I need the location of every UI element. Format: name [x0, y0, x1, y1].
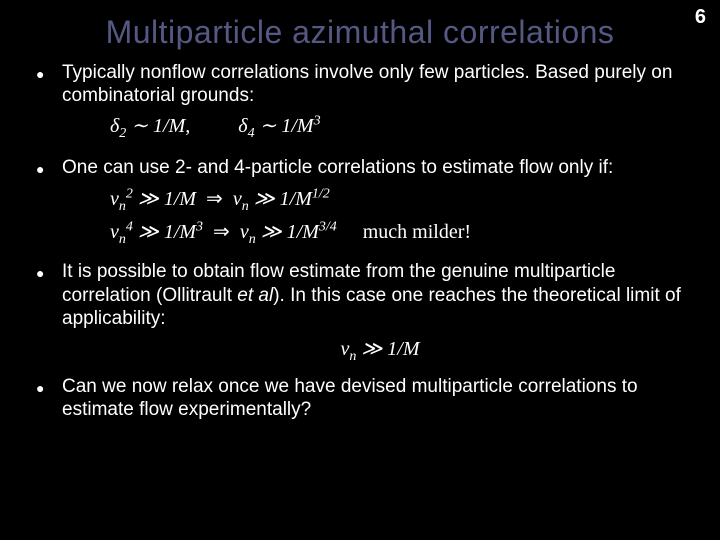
bullet-text: Typically nonflow correlations involve o… [62, 61, 684, 107]
bullet-item-4: ● Can we now relax once we have devised … [36, 375, 684, 421]
bullet-marker: ● [36, 156, 62, 180]
formula-2: vn2 ≫ 1/M⇒vn ≫ 1/M1/2 vn4 ≫ 1/M3⇒vn ≫ 1/… [36, 186, 684, 248]
formula-2-line-2: vn4 ≫ 1/M3⇒vn ≫ 1/M3/4much milder! [110, 219, 684, 248]
bullet-item-1: ● Typically nonflow correlations involve… [36, 61, 684, 107]
bullet-text: It is possible to obtain flow estimate f… [62, 260, 684, 330]
bullet-text: One can use 2- and 4-particle correlatio… [62, 156, 684, 179]
bullet-marker: ● [36, 61, 62, 85]
bullet-item-3: ● It is possible to obtain flow estimate… [36, 260, 684, 330]
formula-1: δ2 ∼ 1/M,δ4 ∼ 1/M3 [36, 113, 684, 142]
bullet-item-2: ● One can use 2- and 4-particle correlat… [36, 156, 684, 180]
slide-title: Multiparticle azimuthal correlations [0, 0, 720, 61]
bullet-marker: ● [36, 375, 62, 399]
formula-2-line-1: vn2 ≫ 1/M⇒vn ≫ 1/M1/2 [110, 186, 684, 215]
bullet-text: Can we now relax once we have devised mu… [62, 375, 684, 421]
slide-content: ● Typically nonflow correlations involve… [0, 61, 720, 421]
bullet-marker: ● [36, 260, 62, 284]
formula-3: vn ≫ 1/M [36, 336, 684, 365]
page-number: 6 [695, 6, 706, 29]
